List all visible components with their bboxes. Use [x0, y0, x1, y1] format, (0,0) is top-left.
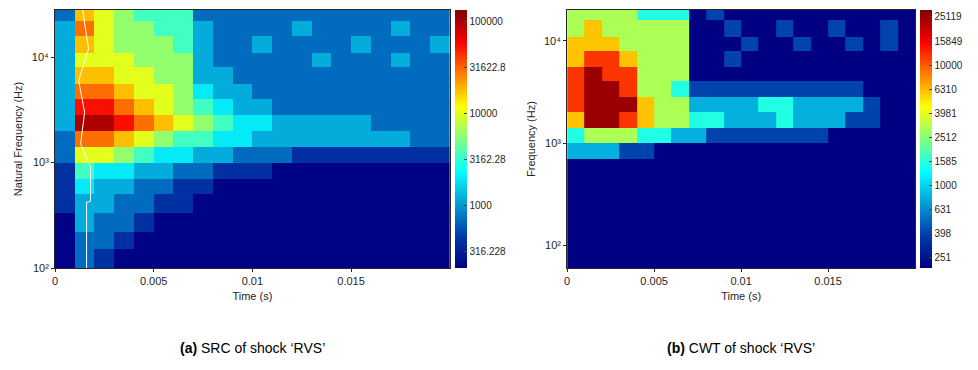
svg-text:Time (s): Time (s) [232, 290, 272, 302]
svg-text:6310: 6310 [935, 84, 958, 95]
svg-text:1000: 1000 [470, 200, 493, 211]
svg-text:2512: 2512 [935, 132, 958, 143]
svg-text:10²: 10² [33, 262, 49, 274]
svg-text:Natural Frequency (Hz): Natural Frequency (Hz) [12, 82, 24, 196]
svg-text:0.015: 0.015 [814, 275, 842, 287]
svg-text:Time (s): Time (s) [721, 290, 761, 302]
svg-text:0.01: 0.01 [242, 275, 263, 287]
svg-text:0.015: 0.015 [337, 275, 365, 287]
svg-text:1585: 1585 [935, 156, 958, 167]
svg-text:100000: 100000 [470, 16, 504, 27]
svg-text:(a) SRC of shock ‘RVS’: (a) SRC of shock ‘RVS’ [180, 340, 325, 356]
svg-text:251: 251 [935, 252, 952, 263]
svg-text:10³: 10³ [33, 156, 49, 168]
svg-text:398: 398 [935, 228, 952, 239]
svg-text:0: 0 [564, 275, 570, 287]
svg-text:10³: 10³ [545, 137, 561, 149]
svg-text:Frequency (Hz): Frequency (Hz) [525, 101, 537, 177]
svg-text:0.005: 0.005 [640, 275, 668, 287]
svg-text:0.005: 0.005 [140, 275, 168, 287]
svg-text:3981: 3981 [935, 108, 958, 119]
svg-text:15849: 15849 [935, 36, 963, 47]
svg-text:631: 631 [935, 204, 952, 215]
svg-text:10000: 10000 [935, 60, 963, 71]
svg-text:(b) CWT of shock ‘RVS’: (b) CWT of shock ‘RVS’ [667, 340, 815, 356]
svg-text:3162.28: 3162.28 [470, 154, 507, 165]
svg-text:0: 0 [52, 275, 58, 287]
svg-text:10²: 10² [545, 239, 561, 251]
svg-text:316.228: 316.228 [470, 246, 507, 257]
svg-text:0.01: 0.01 [730, 275, 751, 287]
svg-text:31622.8: 31622.8 [470, 62, 507, 73]
svg-text:10⁴: 10⁴ [544, 35, 561, 47]
svg-text:10000: 10000 [470, 108, 498, 119]
svg-text:1000: 1000 [935, 180, 958, 191]
svg-text:10⁴: 10⁴ [32, 51, 49, 63]
svg-text:25119: 25119 [935, 11, 963, 22]
